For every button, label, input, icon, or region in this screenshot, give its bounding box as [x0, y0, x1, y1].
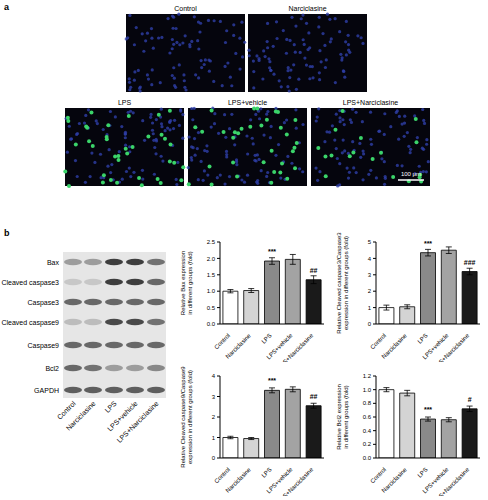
svg-text:2.0: 2.0 [207, 256, 216, 262]
svg-text:Narciclasine: Narciclasine [225, 466, 253, 494]
svg-text:2: 2 [368, 288, 372, 294]
svg-text:1.0: 1.0 [207, 288, 216, 294]
svg-text:Caspase3: Caspase3 [27, 299, 59, 307]
svg-text:***: *** [424, 406, 432, 413]
svg-text:0.6: 0.6 [363, 414, 372, 420]
svg-text:Relative Cleaved caspase3/Casp: Relative Cleaved caspase3/Caspase3expres… [336, 232, 349, 334]
svg-text:1.2: 1.2 [363, 373, 372, 379]
svg-text:Relative Bax expressionin diff: Relative Bax expressionin different grou… [180, 251, 193, 315]
svg-text:LPS+vehicle: LPS+vehicle [265, 466, 294, 495]
svg-text:0.2: 0.2 [363, 441, 372, 447]
svg-text:Control: Control [55, 399, 77, 421]
svg-text:Relative Bcl2 expressionin dif: Relative Bcl2 expressionin different gro… [336, 384, 349, 450]
svg-text:0: 0 [368, 321, 372, 327]
svg-text:##: ## [310, 267, 318, 274]
svg-text:3: 3 [368, 272, 372, 278]
svg-text:Narciclasine: Narciclasine [381, 332, 409, 360]
svg-text:Control: Control [369, 332, 387, 350]
svg-text:100 μm: 100 μm [401, 171, 421, 177]
svg-text:***: *** [424, 240, 432, 247]
svg-text:Caspase9: Caspase9 [27, 342, 59, 350]
svg-text:LPS: LPS [103, 400, 118, 415]
svg-text:5: 5 [368, 239, 372, 245]
svg-text:2.5: 2.5 [207, 239, 216, 245]
svg-text:LPS: LPS [416, 466, 428, 478]
svg-text:b: b [8, 228, 10, 238]
svg-text:LPS+vehicle: LPS+vehicle [228, 99, 267, 106]
svg-text:Control: Control [213, 332, 231, 350]
svg-text:3: 3 [212, 394, 216, 400]
svg-text:GAPDH: GAPDH [34, 387, 59, 394]
svg-text:Narciclasine: Narciclasine [65, 400, 97, 432]
svg-text:LPS+Narciclasine: LPS+Narciclasine [116, 400, 160, 444]
svg-text:LPS: LPS [260, 466, 272, 478]
svg-text:LPS+vehicle: LPS+vehicle [106, 399, 139, 433]
svg-text:LPS+Narciclasine: LPS+Narciclasine [276, 332, 314, 362]
svg-text:Cleaved caspase3: Cleaved caspase3 [8, 279, 59, 287]
svg-text:0.0: 0.0 [363, 455, 372, 461]
svg-text:Bcl2: Bcl2 [45, 365, 59, 372]
svg-text:LPS+Narciclasine: LPS+Narciclasine [432, 466, 470, 496]
svg-text:0.4: 0.4 [363, 428, 372, 434]
svg-text:Control: Control [174, 5, 197, 12]
svg-text:Narciclasine: Narciclasine [225, 332, 253, 360]
svg-text:LPS+Narciclasine: LPS+Narciclasine [276, 466, 314, 496]
svg-text:***: *** [268, 377, 276, 384]
svg-text:4: 4 [212, 373, 216, 379]
svg-text:1.0: 1.0 [363, 387, 372, 393]
svg-text:1: 1 [212, 435, 216, 441]
svg-text:LPS+vehicle: LPS+vehicle [421, 466, 450, 495]
svg-text:LPS: LPS [118, 99, 132, 106]
svg-text:Relative Cleaved caspase9/Casp: Relative Cleaved caspase9/Caspase9expres… [180, 366, 193, 468]
svg-text:Narciclasine: Narciclasine [288, 5, 326, 12]
svg-text:***: *** [268, 248, 276, 255]
svg-text:0: 0 [212, 455, 216, 461]
svg-text:Control: Control [213, 466, 231, 484]
svg-text:1: 1 [368, 305, 372, 311]
svg-text:0.8: 0.8 [363, 400, 372, 406]
svg-text:##: ## [310, 393, 318, 400]
svg-text:#: # [468, 396, 472, 403]
svg-text:LPS: LPS [416, 332, 428, 344]
svg-text:LPS+Narciclasine: LPS+Narciclasine [432, 332, 470, 362]
svg-text:LPS+vehicle: LPS+vehicle [265, 332, 294, 361]
svg-text:4: 4 [368, 256, 372, 262]
svg-text:2: 2 [212, 414, 216, 420]
svg-text:Bax: Bax [47, 259, 60, 266]
svg-text:0.0: 0.0 [207, 321, 216, 327]
svg-text:a: a [8, 2, 10, 12]
svg-text:###: ### [464, 259, 476, 266]
svg-text:1.5: 1.5 [207, 272, 216, 278]
svg-text:LPS+vehicle: LPS+vehicle [421, 332, 450, 361]
svg-text:LPS+Narciclasine: LPS+Narciclasine [343, 99, 399, 106]
svg-text:Narciclasine: Narciclasine [381, 466, 409, 494]
svg-text:Cleaved caspase9: Cleaved caspase9 [8, 319, 59, 327]
svg-text:0.5: 0.5 [207, 305, 216, 311]
svg-text:LPS: LPS [260, 332, 272, 344]
svg-text:Control: Control [369, 466, 387, 484]
